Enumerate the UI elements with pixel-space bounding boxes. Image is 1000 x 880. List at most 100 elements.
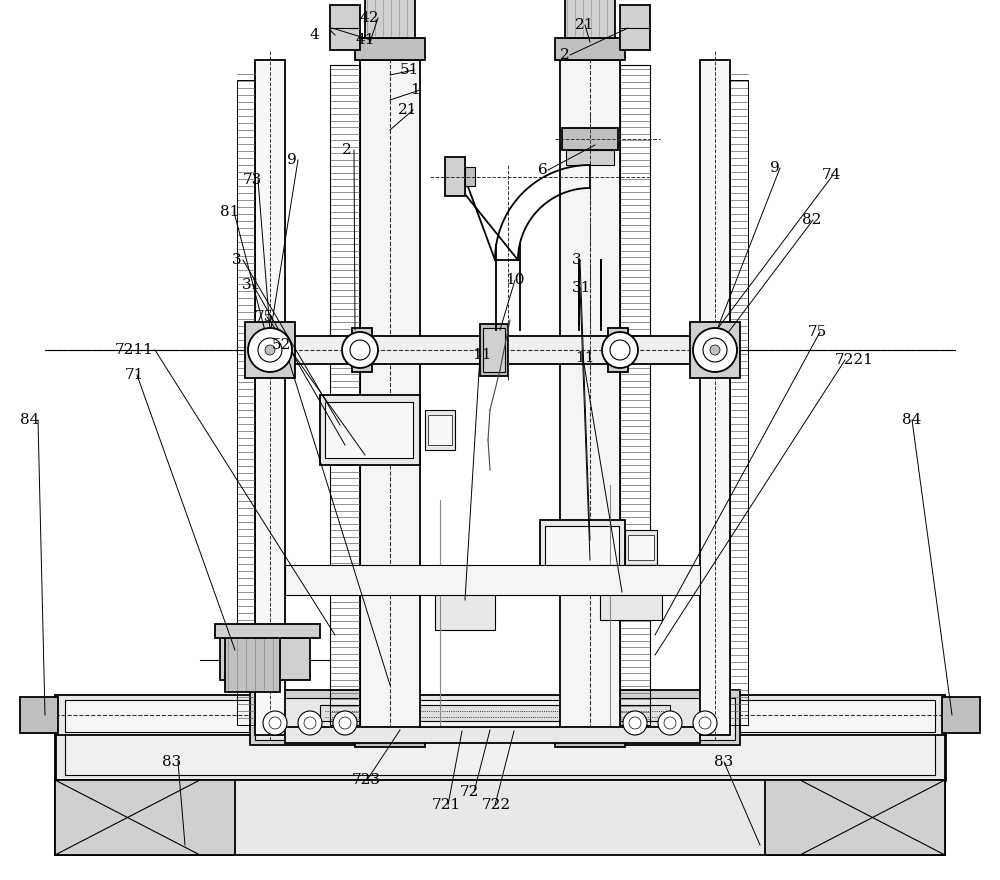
Bar bbox=[600, 565, 662, 620]
Bar bbox=[255, 60, 285, 735]
Bar bbox=[55, 725, 945, 780]
Text: 11: 11 bbox=[575, 351, 594, 365]
Text: 83: 83 bbox=[162, 755, 181, 769]
Circle shape bbox=[265, 345, 275, 355]
Text: 82: 82 bbox=[802, 213, 821, 227]
Bar bbox=[237, 80, 255, 725]
Bar bbox=[360, 60, 420, 735]
Circle shape bbox=[658, 711, 682, 735]
Bar bbox=[352, 328, 372, 372]
Bar bbox=[608, 328, 628, 372]
Circle shape bbox=[333, 711, 357, 735]
Circle shape bbox=[263, 711, 287, 735]
Bar bbox=[730, 80, 748, 725]
Text: 31: 31 bbox=[572, 281, 591, 295]
Bar bbox=[425, 410, 455, 450]
Text: 72: 72 bbox=[460, 785, 479, 799]
Text: 722: 722 bbox=[482, 798, 511, 812]
Circle shape bbox=[602, 332, 638, 368]
Bar bbox=[555, 38, 625, 60]
Bar bbox=[285, 727, 700, 743]
Text: 75: 75 bbox=[808, 325, 827, 339]
Text: 723: 723 bbox=[352, 773, 381, 787]
Text: 84: 84 bbox=[20, 413, 39, 427]
Text: 51: 51 bbox=[400, 63, 419, 77]
Bar bbox=[330, 5, 360, 50]
Bar bbox=[560, 60, 620, 735]
Bar bbox=[320, 705, 670, 721]
Bar bbox=[545, 526, 619, 570]
Text: 2: 2 bbox=[560, 48, 570, 62]
Bar bbox=[285, 336, 700, 364]
Bar bbox=[445, 157, 465, 196]
Bar bbox=[330, 65, 360, 725]
Text: 1: 1 bbox=[410, 83, 420, 97]
Bar bbox=[690, 322, 740, 378]
Text: 721: 721 bbox=[432, 798, 461, 812]
Bar bbox=[428, 415, 452, 445]
Bar bbox=[320, 395, 420, 465]
Bar bbox=[225, 634, 280, 692]
Text: 7211: 7211 bbox=[115, 343, 154, 357]
Bar bbox=[483, 328, 505, 372]
Text: 11: 11 bbox=[472, 348, 492, 362]
Bar bbox=[355, 731, 425, 747]
Text: 52: 52 bbox=[272, 338, 291, 352]
Text: 84: 84 bbox=[902, 413, 921, 427]
Bar bbox=[255, 698, 375, 740]
Bar bbox=[620, 5, 650, 50]
Text: 2: 2 bbox=[342, 143, 352, 157]
Bar bbox=[625, 530, 657, 565]
Bar bbox=[20, 697, 58, 733]
Bar bbox=[285, 565, 700, 595]
Bar bbox=[942, 697, 980, 733]
Bar bbox=[700, 60, 730, 735]
Circle shape bbox=[710, 345, 720, 355]
Text: 73: 73 bbox=[243, 173, 262, 187]
Text: 4: 4 bbox=[310, 28, 320, 42]
Bar bbox=[65, 733, 935, 775]
Text: 75: 75 bbox=[255, 310, 274, 324]
Bar bbox=[540, 520, 625, 575]
Circle shape bbox=[693, 328, 737, 372]
Bar bbox=[365, 0, 415, 38]
Text: 41: 41 bbox=[355, 33, 374, 47]
Text: 10: 10 bbox=[505, 273, 524, 287]
Bar bbox=[55, 780, 945, 855]
Bar bbox=[215, 624, 320, 638]
Circle shape bbox=[693, 711, 717, 735]
Text: 71: 71 bbox=[125, 368, 144, 382]
Bar bbox=[566, 150, 614, 165]
Text: 31: 31 bbox=[242, 278, 261, 292]
Bar bbox=[555, 731, 625, 747]
Text: 83: 83 bbox=[714, 755, 733, 769]
Circle shape bbox=[342, 332, 378, 368]
Bar bbox=[65, 700, 935, 732]
Text: 9: 9 bbox=[287, 153, 297, 167]
Bar bbox=[55, 780, 235, 855]
Bar bbox=[355, 38, 425, 60]
Bar bbox=[565, 0, 615, 38]
Bar bbox=[628, 535, 654, 560]
Text: 21: 21 bbox=[398, 103, 418, 117]
Bar bbox=[245, 322, 295, 378]
Bar bbox=[220, 638, 310, 680]
Circle shape bbox=[298, 711, 322, 735]
Bar bbox=[620, 65, 650, 725]
Text: 42: 42 bbox=[360, 11, 380, 25]
Text: 81: 81 bbox=[220, 205, 239, 219]
Bar bbox=[435, 575, 495, 630]
Bar bbox=[55, 695, 945, 735]
Text: 21: 21 bbox=[575, 18, 594, 32]
Bar bbox=[465, 167, 475, 186]
Text: 3: 3 bbox=[232, 253, 242, 267]
Circle shape bbox=[623, 711, 647, 735]
Bar bbox=[250, 690, 380, 745]
Text: 9: 9 bbox=[770, 161, 780, 175]
Bar bbox=[765, 780, 945, 855]
Circle shape bbox=[248, 328, 292, 372]
Bar bbox=[615, 698, 735, 740]
Text: 7221: 7221 bbox=[835, 353, 874, 367]
Bar bbox=[325, 402, 413, 458]
Bar bbox=[480, 324, 508, 376]
